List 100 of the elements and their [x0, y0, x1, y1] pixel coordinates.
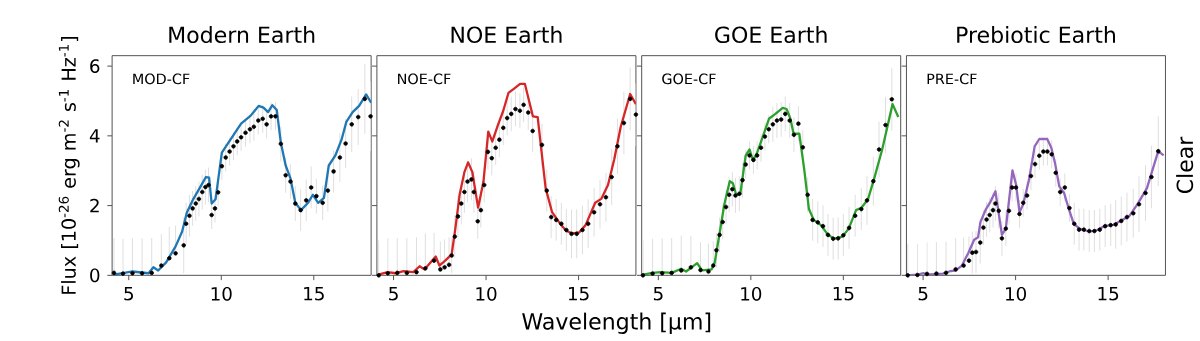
point: [1057, 190, 1063, 195]
point: [846, 225, 852, 231]
point: [256, 118, 261, 123]
point: [231, 144, 236, 149]
point: [800, 145, 806, 150]
point: [787, 118, 792, 123]
y-tick-label: 6: [90, 59, 100, 74]
point: [471, 190, 477, 195]
point: [1032, 162, 1038, 167]
point: [978, 240, 983, 245]
point: [1156, 149, 1161, 154]
point: [1149, 175, 1154, 180]
point: [1049, 152, 1054, 157]
point: [717, 232, 722, 238]
y-tick-label: 4: [89, 129, 100, 143]
point: [526, 110, 531, 115]
point: [720, 219, 725, 225]
point: [530, 128, 535, 134]
point: [603, 195, 609, 200]
point: [196, 196, 202, 202]
point: [288, 179, 293, 184]
point: [633, 112, 639, 118]
x-axis-title: Wavelength [μm]: [522, 312, 711, 335]
point: [553, 217, 559, 223]
point: [234, 139, 240, 144]
point: [758, 145, 764, 151]
point: [1136, 202, 1142, 207]
point: [825, 232, 831, 238]
x-tick-label: 5: [918, 287, 928, 301]
point: [1081, 227, 1087, 233]
point: [970, 250, 975, 256]
y-tick-label: 0: [90, 268, 100, 283]
x-tick-label: 15: [833, 287, 854, 301]
point: [841, 233, 846, 238]
annotation: GOE-CF: [662, 73, 716, 85]
point: [791, 132, 797, 138]
point: [368, 114, 373, 119]
point: [999, 236, 1005, 241]
point: [1124, 215, 1130, 220]
point: [815, 220, 821, 225]
point: [1072, 221, 1077, 227]
point: [501, 125, 506, 131]
point: [621, 120, 627, 126]
point: [298, 208, 303, 213]
point: [984, 217, 989, 222]
point: [521, 102, 526, 108]
point: [1045, 149, 1050, 154]
point: [187, 213, 192, 219]
point: [247, 127, 253, 132]
point: [465, 179, 470, 184]
point: [754, 153, 760, 158]
point: [337, 155, 343, 160]
point: [493, 145, 498, 151]
x-tick-label: 10: [741, 287, 762, 301]
x-tick-label: 10: [211, 287, 232, 301]
point: [227, 149, 232, 154]
point: [820, 224, 826, 229]
point: [485, 149, 491, 155]
point: [591, 210, 597, 215]
point: [783, 111, 788, 117]
point: [212, 206, 218, 211]
point: [859, 207, 864, 212]
point: [1006, 208, 1012, 214]
point: [1113, 222, 1118, 227]
point: [355, 115, 361, 120]
point: [996, 208, 1001, 214]
x-tick-label: 15: [304, 287, 324, 301]
point: [278, 141, 284, 147]
point: [993, 201, 998, 206]
point: [223, 155, 228, 160]
point: [215, 190, 221, 195]
point: [219, 164, 225, 169]
point: [730, 187, 735, 192]
point: [726, 192, 732, 198]
point: [574, 231, 579, 237]
point: [449, 253, 454, 258]
point: [497, 137, 502, 143]
point: [181, 243, 186, 248]
point: [183, 221, 189, 227]
point: [264, 122, 269, 127]
point: [1020, 200, 1026, 206]
point: [987, 213, 992, 218]
point: [314, 194, 319, 199]
point: [517, 108, 523, 114]
point: [193, 201, 198, 206]
point: [1108, 223, 1113, 228]
x-tick-label: 10: [476, 287, 497, 301]
y2-axis-title: Clear: [1176, 136, 1194, 194]
point: [747, 153, 752, 158]
annotation: PRE-CF: [927, 73, 977, 85]
point: [1013, 185, 1019, 190]
point: [303, 198, 309, 203]
point: [509, 111, 514, 117]
point: [283, 173, 288, 178]
point: [1003, 226, 1009, 232]
point: [805, 192, 810, 198]
point: [615, 144, 620, 149]
annotation: MOD-CF: [133, 73, 190, 85]
point: [580, 228, 585, 233]
point: [1087, 229, 1092, 234]
